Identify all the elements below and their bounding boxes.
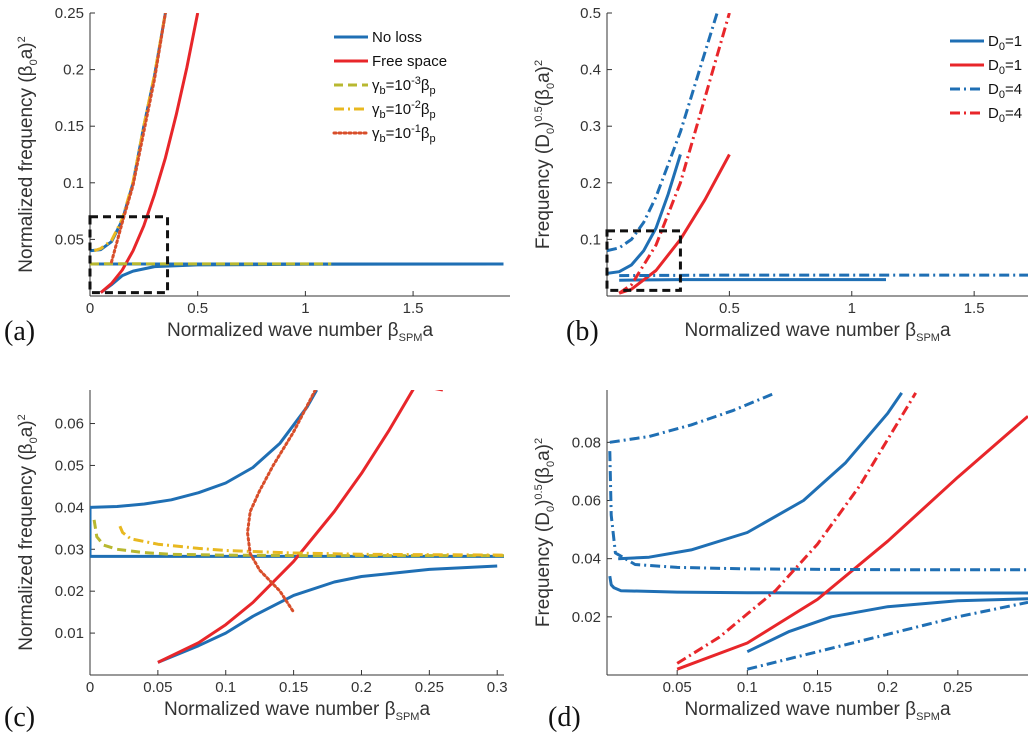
y-axis-label: Normalized frequency (β0a)2 <box>16 414 40 651</box>
series-line <box>746 600 1028 671</box>
series-line <box>618 13 731 295</box>
x-tick-label: 0.5 <box>187 300 208 317</box>
x-tick-label: 1.5 <box>403 300 424 317</box>
x-tick-label: 0.1 <box>215 679 236 696</box>
x-tick-label: 0.2 <box>877 679 898 696</box>
y-tick-label: 0.06 <box>572 493 601 510</box>
y-tick-label: 0.1 <box>63 175 84 192</box>
legend-panel-b: D0=1 D0=1 D0=4 D0=4 <box>950 33 1022 125</box>
panel-a: 0 0.5 1 1.5 0.05 0.1 0.15 0.2 0.25 (a) Normalized … <box>4 5 510 347</box>
y-tick-label: 0.3 <box>580 118 601 135</box>
y-tick-label: 0.2 <box>580 175 601 192</box>
y-axis-label: Frequency (D0)0.5(β0a)2 <box>533 438 557 627</box>
panel-b: 0.5 1 1.5 0.1 0.2 0.3 0.4 0.5 (b) Normalized wave… <box>533 5 1028 347</box>
legend-entry: D0=1 <box>988 57 1022 77</box>
series-group <box>90 13 504 294</box>
legend-entry: D0=4 <box>988 105 1022 125</box>
x-axis-label: Normalized wave number βSPMa <box>164 699 430 723</box>
y-tick-label: 0.04 <box>55 499 84 516</box>
panel-label: (d) <box>548 702 581 733</box>
x-tick-label: 0.2 <box>351 679 372 696</box>
y-tick-label: 0.05 <box>55 457 84 474</box>
series-line <box>157 564 498 664</box>
series-line <box>746 597 1028 654</box>
y-tick-label: 0.02 <box>55 583 84 600</box>
series-line <box>676 392 917 665</box>
y-tick-label: 0.2 <box>63 62 84 79</box>
panel-label: (b) <box>566 316 599 347</box>
y-tick-label: 0.15 <box>55 118 84 135</box>
series-group <box>90 390 504 664</box>
series-line <box>607 13 719 253</box>
series-line <box>157 390 443 664</box>
zoom-box <box>88 215 170 295</box>
legend-entry: γb=10-3βp <box>372 75 436 97</box>
y-tick-label: 0.1 <box>580 231 601 248</box>
panel-label: (a) <box>4 316 35 347</box>
series-line <box>607 154 682 275</box>
y-axis-label: Normalized frequency (β0a)2 <box>16 36 40 273</box>
x-axis-label: Normalized wave number βSPMa <box>167 320 433 344</box>
x-tick-label: 1 <box>848 300 856 317</box>
legend-entry: No loss <box>372 29 422 46</box>
series-line <box>618 392 903 561</box>
y-tick-label: 0.08 <box>572 434 601 451</box>
legend-entry: γb=10-2βp <box>372 99 436 121</box>
x-axis-label: Normalized wave number βSPMa <box>684 699 950 723</box>
zoom-box <box>605 229 682 292</box>
x-tick-label: 0 <box>86 679 94 696</box>
panel-label: (c) <box>4 702 35 733</box>
series-group <box>607 13 1028 295</box>
x-tick-label: 0.15 <box>803 679 832 696</box>
y-tick-label: 0.4 <box>580 62 601 79</box>
legend-entry: γb=10-1βp <box>372 123 436 145</box>
y-tick-label: 0.02 <box>572 609 601 626</box>
x-tick-label: 0.15 <box>279 679 308 696</box>
x-tick-label: 0.25 <box>943 679 972 696</box>
y-tick-label: 0.25 <box>55 5 84 22</box>
y-tick-label: 0.03 <box>55 541 84 558</box>
legend-panel-a: No loss Free space γb=10-3βpγb=10-2βpγb=10… <box>332 29 447 145</box>
y-axis-label: Frequency (D0)0.5(β0a)2 <box>533 60 557 249</box>
x-tick-label: 0.5 <box>719 300 740 317</box>
series-line <box>118 525 504 557</box>
series-line <box>246 390 317 614</box>
series-line <box>609 391 776 444</box>
y-tick-label: 0.06 <box>55 416 84 433</box>
series-line <box>90 390 319 509</box>
legend-entry: D0=4 <box>988 81 1022 101</box>
series-line <box>99 262 500 294</box>
x-tick-label: 0.25 <box>415 679 444 696</box>
series-group <box>608 391 1028 671</box>
series-line <box>608 451 1028 572</box>
y-tick-label: 0.04 <box>572 551 601 568</box>
x-tick-label: 0.1 <box>737 679 758 696</box>
panel-d: 0.05 0.1 0.15 0.2 0.25 0.02 0.04 0.06 0.08 (d) Nor… <box>533 390 1028 733</box>
y-tick-label: 0.05 <box>55 231 84 248</box>
x-tick-label: 0 <box>86 300 94 317</box>
series-line <box>92 519 504 558</box>
series-line <box>90 13 167 253</box>
x-tick-label: 0.3 <box>487 679 508 696</box>
legend-entry: Free space <box>372 53 447 70</box>
x-tick-label: 1 <box>301 300 309 317</box>
series-line <box>110 13 167 264</box>
y-tick-label: 0.5 <box>580 5 601 22</box>
series-line <box>608 575 1028 595</box>
x-tick-label: 0.05 <box>143 679 172 696</box>
series-line <box>93 13 167 253</box>
legend-entry: D0=1 <box>988 33 1022 53</box>
series-line <box>619 278 886 282</box>
series-line <box>619 273 1028 278</box>
y-tick-label: 0.01 <box>55 625 84 642</box>
x-axis-label: Normalized wave number βSPMa <box>684 320 950 344</box>
x-tick-label: 1.5 <box>964 300 985 317</box>
series-line <box>99 13 200 294</box>
panel-c: 0 0.05 0.1 0.15 0.2 0.25 0.3 0.01 0.02 0.03 0.04 0.… <box>4 390 508 733</box>
x-tick-label: 0.05 <box>663 679 692 696</box>
